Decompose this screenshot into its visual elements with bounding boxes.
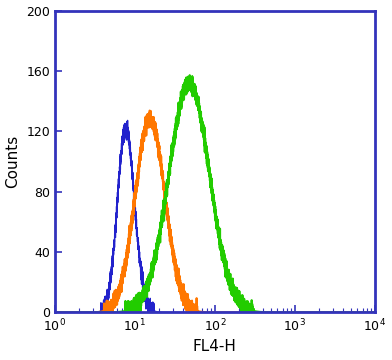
X-axis label: FL4-H: FL4-H	[193, 339, 237, 355]
Y-axis label: Counts: Counts	[5, 135, 20, 188]
